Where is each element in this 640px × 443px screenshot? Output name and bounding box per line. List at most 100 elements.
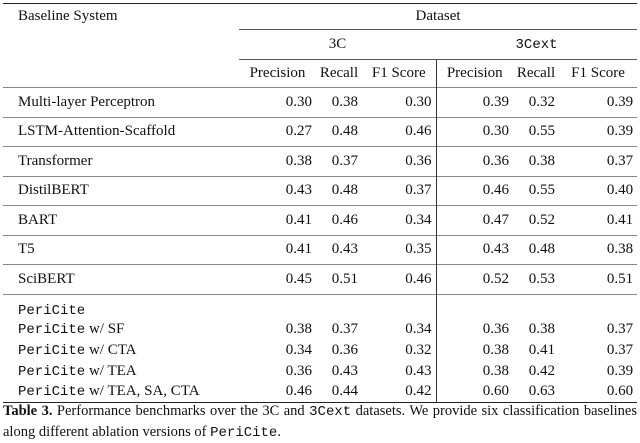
table-row: PeriCite w/ TEA 0.36 0.43 0.43 0.38 0.42 0.39 [3, 360, 637, 382]
caption: Table 3. Performance benchmarks over the… [3, 401, 637, 443]
metric-header: F1 Score [371, 65, 426, 81]
system-name: PeriCite [18, 321, 86, 338]
value-cell: 0.34 [285, 341, 312, 358]
row-label-text: w/ CTA [88, 341, 137, 358]
row-label: LSTM-Attention-Scaffold [3, 116, 239, 147]
table-row: PeriCite [3, 293, 638, 319]
row-label-text: SciBERT [18, 270, 75, 287]
stub-header: Baseline System [3, 3, 239, 60]
metric-row: Precision Recall F1 Score Precision Recall F1… [3, 59, 637, 88]
system-name: PeriCite [18, 342, 86, 359]
row-label-text: LSTM-Attention-Scaffold [18, 123, 176, 140]
empty-cell [362, 293, 436, 319]
value-cell: 0.38 [435, 360, 513, 382]
table-row: Multi-layer Perceptron 0.30 0.38 0.30 0.39 0.… [3, 87, 638, 117]
dataset-header: 3C [239, 29, 436, 60]
row-label: PeriCite w/ SF [3, 319, 239, 340]
table-wrap: Baseline System Dataset 3C 3Cext Precisi… [3, 3, 638, 403]
value-cell: 0.51 [559, 264, 638, 294]
value-cell: 0.52 [513, 205, 559, 235]
value-cell: 0.37 [606, 341, 634, 358]
system-name: PeriCite [18, 363, 86, 380]
value-cell: 0.35 [362, 234, 436, 265]
empty-cell [559, 293, 638, 319]
dataset-header: 3Cext [436, 29, 638, 60]
value-cell: 0.55 [513, 116, 559, 147]
value-cell: 0.30 [362, 87, 436, 117]
value-cell: 0.46 [316, 205, 362, 235]
row-label-text: w/ TEA, SA, CTA [88, 383, 200, 400]
caption-text: datasets. We provide six classification … [3, 403, 637, 440]
value-cell: 0.47 [435, 205, 513, 235]
empty-cell [435, 293, 513, 319]
value-cell: 0.51 [316, 264, 362, 294]
value-cell: 0.46 [435, 175, 513, 206]
row-label: PeriCite w/ CTA [3, 340, 239, 361]
value-cell: 0.37 [559, 146, 638, 176]
group-header: Dataset [239, 3, 638, 30]
metric-header: F1 Score [571, 65, 625, 81]
caption-text: Performance benchmarks over the 3C and [52, 403, 310, 419]
row-label: PeriCite w/ TEA [3, 361, 239, 382]
row-label: Transformer [3, 146, 239, 176]
row-label-text: Multi-layer Perceptron [18, 93, 156, 110]
row-label: PeriCite w/ TEA, SA, CTA [3, 381, 239, 403]
row-label-text: T5 [18, 241, 35, 258]
value-cell: 0.46 [362, 264, 436, 294]
value-cell: 0.53 [513, 264, 559, 294]
empty-cell [316, 293, 362, 319]
table-row: BART 0.41 0.46 0.34 0.47 0.52 0.41 [3, 205, 638, 235]
value-cell: 0.45 [239, 264, 316, 294]
table-row: T5 0.41 0.43 0.35 0.43 0.48 0.38 [3, 234, 638, 265]
value-cell: 0.32 [513, 87, 559, 117]
value-cell: 0.37 [606, 320, 634, 337]
value-cell: 0.36 [435, 146, 513, 176]
value-cell: 0.38 [435, 339, 513, 361]
value-cell: 0.27 [239, 116, 316, 147]
row-label: DistilBERT [3, 175, 239, 206]
value-cell: 0.48 [316, 175, 362, 206]
value-cell: 0.34 [405, 320, 432, 337]
value-cell: 0.43 [405, 362, 432, 379]
table-row: Transformer 0.38 0.37 0.36 0.36 0.38 0.37 [3, 146, 638, 176]
table-body: Multi-layer Perceptron 0.30 0.38 0.30 0.39 0.… [3, 87, 638, 403]
row-label-text: DistilBERT [18, 182, 89, 199]
row-label: SciBERT [3, 264, 239, 294]
table-row: DistilBERT 0.43 0.48 0.37 0.46 0.55 0.40 [3, 175, 638, 206]
value-cell: 0.36 [362, 146, 436, 176]
value-cell: 0.37 [331, 320, 358, 337]
value-cell: 0.43 [316, 234, 362, 265]
value-cell: 0.46 [239, 381, 316, 403]
value-cell: 0.37 [316, 146, 362, 176]
value-cell: 0.48 [316, 116, 362, 147]
table-row: PeriCite w/ SF 0.38 0.37 0.34 0.36 0.38 0.37 [3, 318, 637, 340]
value-cell: 0.38 [285, 320, 312, 337]
metric-header: Precision [435, 59, 513, 88]
value-cell: 0.55 [513, 175, 559, 206]
value-cell: 0.37 [362, 175, 436, 206]
value-cell: 0.34 [362, 205, 436, 235]
metric-header: Recall [516, 65, 556, 81]
value-cell: 0.41 [528, 341, 555, 358]
table-head: Baseline System Dataset 3C 3Cext Precisi… [3, 3, 638, 88]
value-cell: 0.41 [559, 205, 638, 235]
value-cell: 0.38 [239, 146, 316, 176]
table-row: PeriCite w/ CTA 0.34 0.36 0.32 0.38 0.41 0.37 [3, 339, 637, 361]
value-cell: 0.60 [435, 381, 513, 403]
value-cell: 0.30 [239, 87, 316, 117]
value-cell: 0.44 [316, 381, 362, 403]
value-cell: 0.43 [239, 175, 316, 206]
row-label-text: w/ TEA [88, 362, 137, 379]
value-cell: 0.41 [239, 205, 316, 235]
metric-header: Precision [249, 65, 306, 81]
value-cell: 0.38 [316, 87, 362, 117]
row-label-text: Transformer [18, 152, 93, 169]
table-row: LSTM-Attention-Scaffold 0.27 0.48 0.46 0.30 0… [3, 116, 638, 147]
row-label: BART [3, 205, 239, 235]
value-cell: 0.52 [435, 264, 513, 294]
value-cell: 0.43 [331, 362, 358, 379]
metric-header: Recall [319, 65, 359, 81]
results-table: Baseline System Dataset 3C 3Cext Precisi… [3, 3, 638, 403]
row-label-text: w/ SF [88, 320, 125, 337]
